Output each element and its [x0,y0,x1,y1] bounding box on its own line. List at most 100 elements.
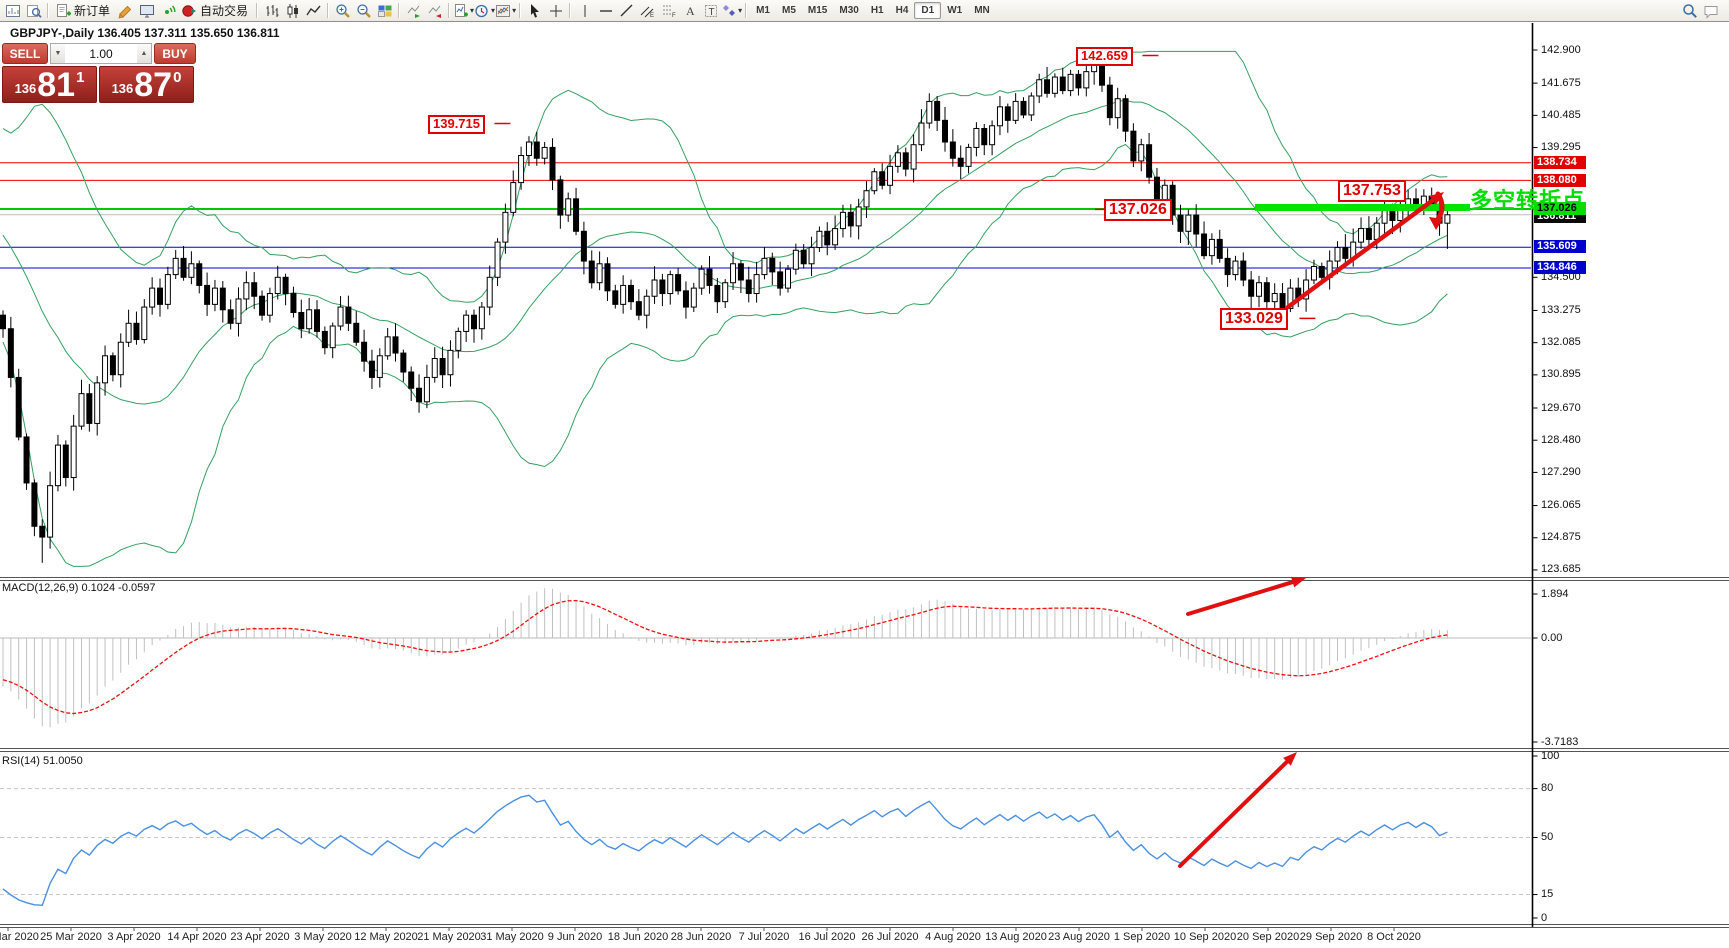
date-label[interactable]: 4 Aug 2020 [925,931,981,943]
toolbar-separator [256,3,259,18]
channel-tool-icon[interactable]: E [637,1,658,20]
toolbar-separator [47,3,49,18]
price-axis-label: 139.295 [1541,141,1581,154]
search-icon[interactable] [1679,1,1700,20]
fibonacci-tool-icon[interactable]: F [658,1,679,20]
crayon-icon[interactable] [115,1,136,20]
reversal-down-arrow[interactable] [1429,191,1445,230]
date-label[interactable]: 12 May 2020 [354,931,418,943]
date-label[interactable]: 3 Apr 2020 [107,931,161,943]
new-order-icon[interactable] [52,1,73,20]
candlestick-series[interactable] [0,51,1451,563]
macd-axis-label: -3.7183 [1541,736,1579,748]
date-label[interactable]: 23 Apr 2020 [230,931,290,943]
tab-timeframe-m5[interactable]: M5 [782,5,796,16]
vertical-line-tool-icon[interactable] [574,1,595,20]
text-label-tool-icon[interactable]: T [700,1,721,20]
price-label-annotation: 133.029 [1220,308,1288,331]
periodicity-clock-icon[interactable]: ▾ [474,1,495,20]
date-label[interactable]: 10 Sep 2020 [1173,931,1237,943]
price-badge: 138.734 [1534,156,1586,169]
bar-chart-type-icon[interactable] [261,1,282,20]
price-badge: 138.080 [1534,174,1586,187]
date-label[interactable]: 29 Sep 2020 [1299,931,1363,943]
text-tool-icon[interactable]: A [679,1,700,20]
add-indicator-icon[interactable]: ▾ [453,1,474,20]
rsi-axis-label: 0 [1541,911,1548,924]
autotrading-label[interactable]: 自动交易 [200,4,249,18]
support-zone-bar[interactable] [1255,204,1470,211]
date-label[interactable]: 7 Jul 2020 [738,931,790,943]
chart-shift-icon[interactable] [424,1,445,20]
date-label[interactable]: 3 May 2020 [294,931,352,943]
date-label[interactable]: 13 Aug 2020 [985,931,1047,943]
new-order-label[interactable]: 新订单 [74,4,111,18]
date-label[interactable]: 1 Sep 2020 [1113,931,1171,943]
date-label[interactable]: 16 Jul 2020 [798,931,856,943]
horizontal-line-tool-icon[interactable] [595,1,616,20]
chart-symbol-period: GBPJPY-,Daily [10,26,95,40]
terminal-icon[interactable] [136,1,157,20]
svg-text:F: F [672,13,676,19]
price-badge: 135.609 [1534,240,1586,253]
date-label[interactable]: 18 Jun 2020 [607,931,669,943]
price-label-annotation: 137.026 [1104,199,1172,222]
autotrading-icon[interactable] [178,1,199,20]
buy-price-pips: 87 [134,66,173,104]
tile-windows-icon[interactable] [374,1,395,20]
tab-timeframe-m1[interactable]: M1 [756,5,770,16]
date-label[interactable]: 15 Mar 2020 [0,931,39,943]
line-chart-type-icon[interactable] [303,1,324,20]
volume-input[interactable]: 1.00 [89,46,113,61]
buy-price-display[interactable]: 136 87 0 [99,66,194,103]
zoom-in-icon[interactable] [332,1,353,20]
rsi-indicator-label: RSI(14) 51.0050 [2,755,83,767]
buy-price-figure: 136 [111,81,134,96]
rsi-up-arrow[interactable] [1178,752,1297,868]
date-label[interactable]: 31 May 2020 [480,931,544,943]
crosshair-tool-icon[interactable] [545,1,566,20]
date-label[interactable]: 28 Jun 2020 [670,931,732,943]
cursor-tool-icon[interactable] [524,1,545,20]
sell-button[interactable]: SELL [2,43,48,64]
date-label[interactable]: 8 Oct 2020 [1367,931,1421,943]
tab-timeframe-m30[interactable]: M30 [839,5,859,16]
macd-up-arrow[interactable] [1186,576,1306,616]
main-toolbar: 新订单 自动交易 ▾ ▾ ▾ E F A T ▾ M1 M5 M [0,0,1729,22]
date-label[interactable]: 20 Sep 2020 [1236,931,1300,943]
tab-timeframe-h4[interactable]: H4 [895,5,909,16]
toolbar-separator [448,3,451,18]
candlestick-type-icon[interactable] [282,1,303,20]
tab-timeframe-m15[interactable]: M15 [807,5,828,16]
new-chart-icon[interactable] [2,1,23,20]
chat-icon[interactable] [1700,1,1721,20]
date-label[interactable]: 21 May 2020 [417,931,481,943]
date-label[interactable]: 9 Jun 2020 [547,931,603,943]
sell-price-display[interactable]: 136 81 1 [2,66,97,103]
trendline-tool-icon[interactable] [616,1,637,20]
tab-timeframe-d1[interactable]: D1 [914,2,942,19]
volume-increase-icon[interactable]: ▲ [137,44,151,63]
date-label[interactable]: 25 Mar 2020 [40,931,102,943]
tab-timeframe-mn[interactable]: MN [974,5,990,16]
price-axis-label: 140.485 [1541,108,1581,121]
template-icon[interactable]: ▾ [495,1,516,20]
buy-button[interactable]: BUY [154,43,196,64]
tab-timeframe-h1[interactable]: H1 [870,5,884,16]
date-label[interactable]: 14 Apr 2020 [167,931,227,943]
date-label[interactable]: 26 Jul 2020 [861,931,919,943]
buy-price-point: 0 [173,69,182,86]
shapes-tool-icon[interactable]: ▾ [721,1,742,20]
price-axis-label: 129.670 [1541,401,1581,414]
price-axis-label: 127.290 [1541,465,1581,478]
toolbar-separator [569,3,572,18]
tab-timeframe-w1[interactable]: W1 [947,5,963,16]
zoom-out-icon[interactable] [353,1,374,20]
volume-decrease-icon[interactable]: ▼ [51,44,65,63]
chart-profiles-icon[interactable] [23,1,44,20]
date-label[interactable]: 23 Aug 2020 [1048,931,1110,943]
macd-indicator-label: MACD(12,26,9) 0.1024 -0.0597 [2,582,156,594]
auto-scroll-icon[interactable] [403,1,424,20]
signal-icon[interactable] [157,1,178,20]
